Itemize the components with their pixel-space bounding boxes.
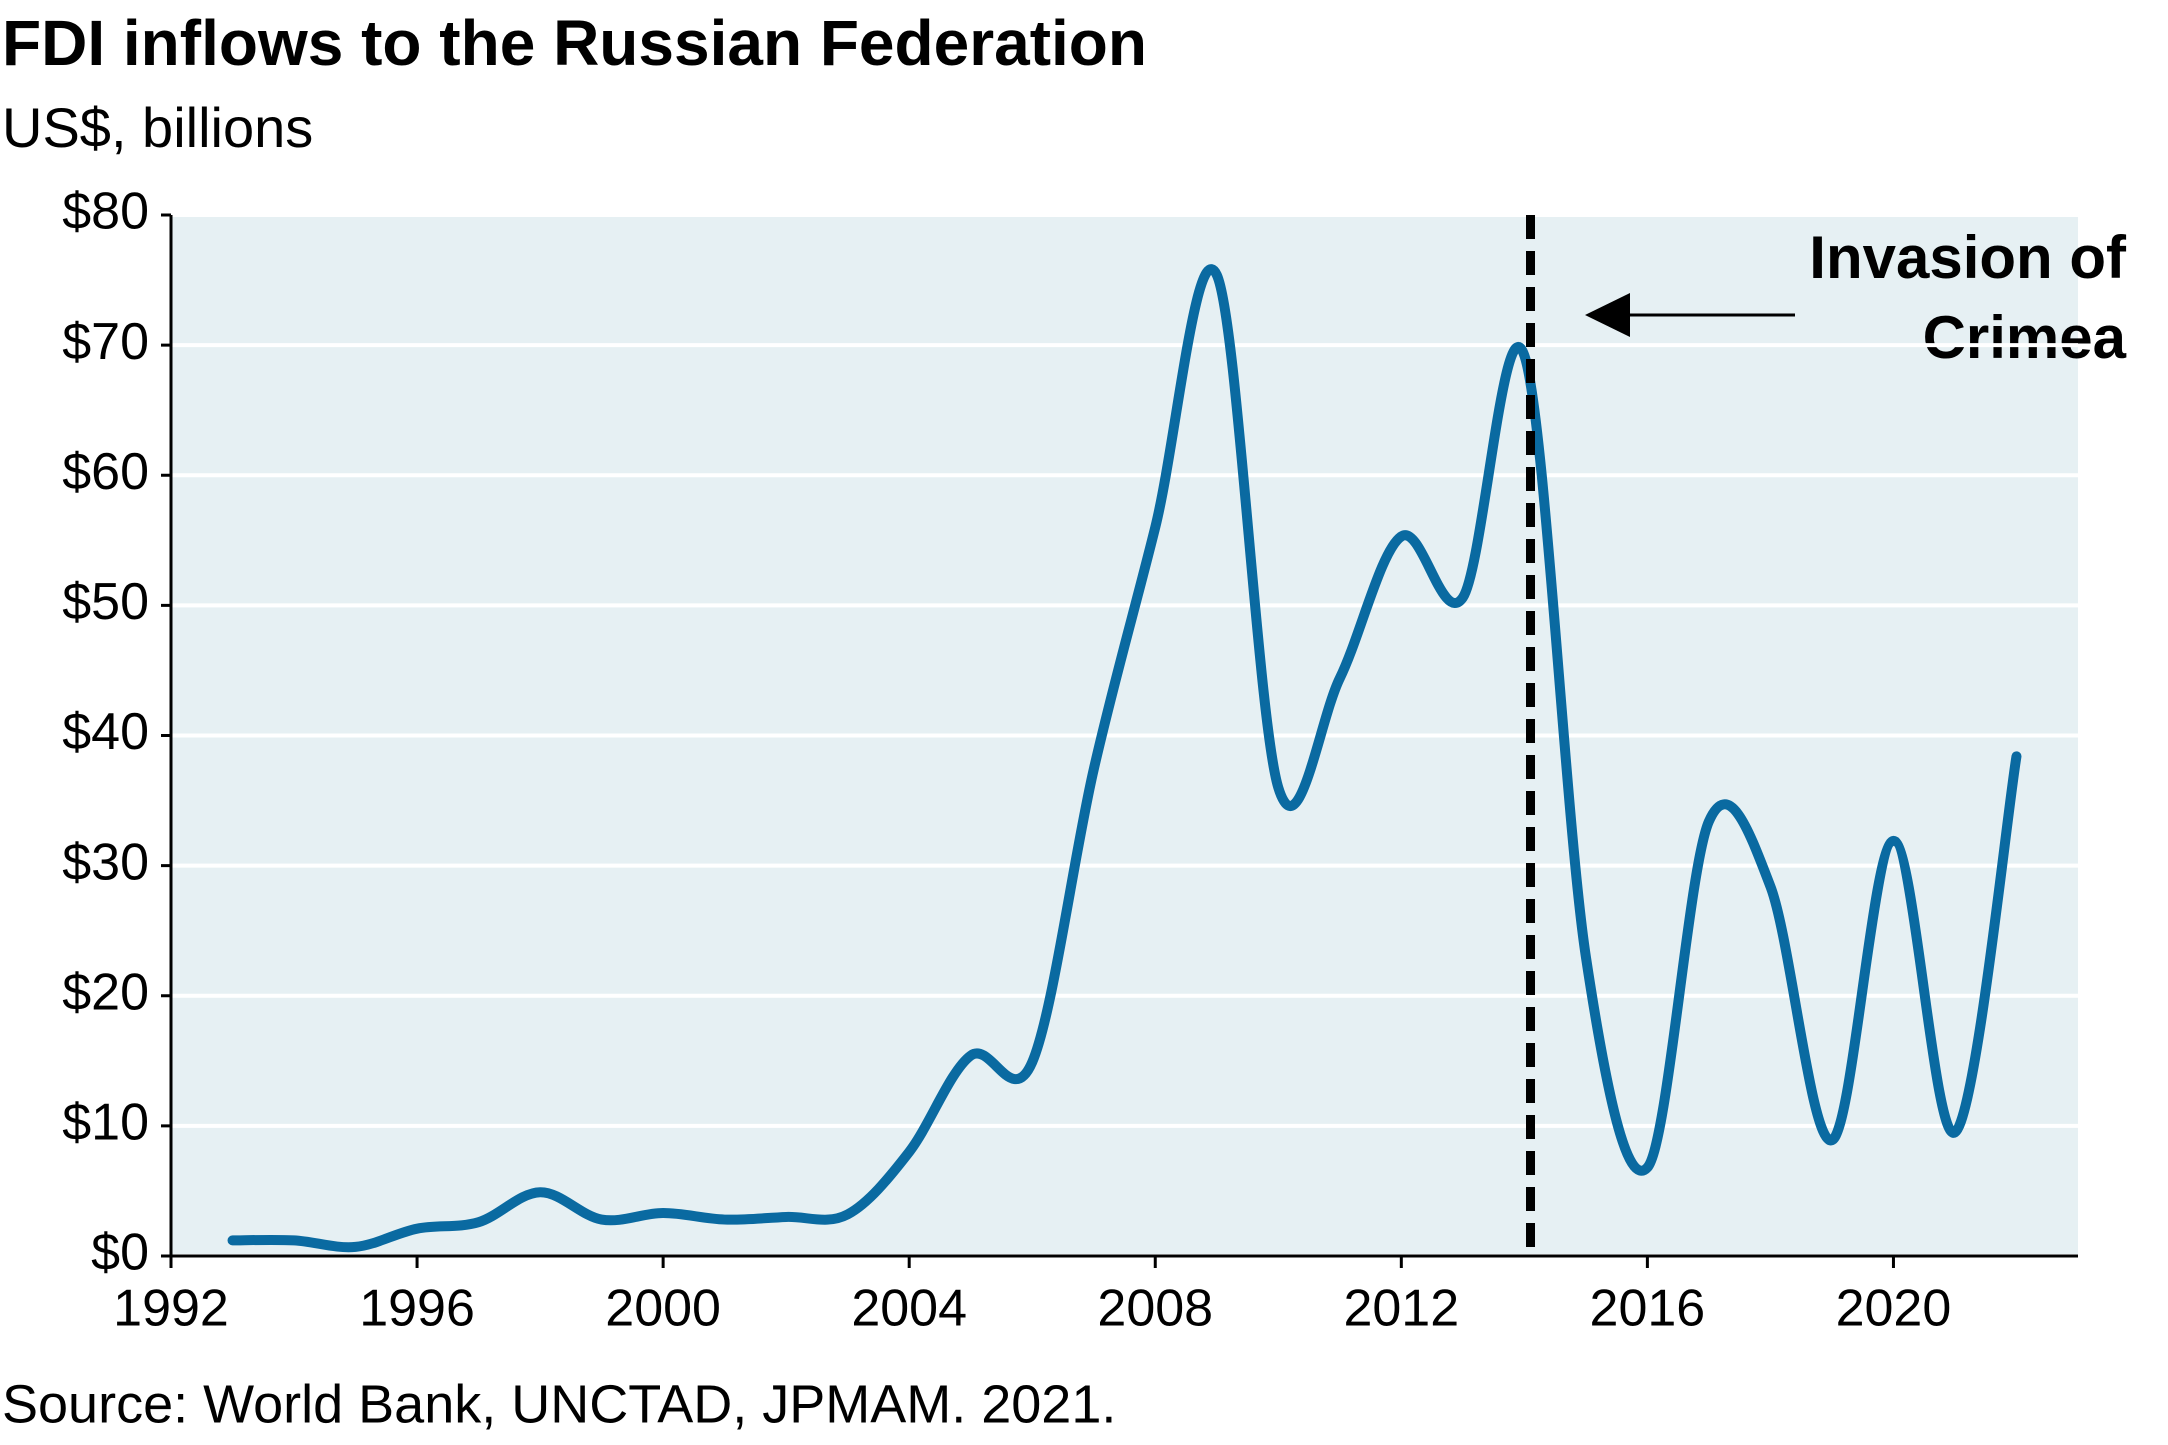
annotation-text: Invasion of: [1809, 224, 2127, 291]
x-tick-label: 2020: [1836, 1280, 1952, 1338]
annotation-arrowhead: [1585, 293, 1630, 337]
source-note: Source: World Bank, UNCTAD, JPMAM. 2021.: [2, 1374, 1116, 1434]
y-tick-label: $40: [62, 703, 149, 761]
y-tick-label: $20: [62, 963, 149, 1021]
x-tick-label: 1996: [359, 1280, 475, 1338]
y-tick-label: $0: [91, 1224, 149, 1282]
chart-subtitle: US$, billions: [2, 96, 313, 159]
x-tick-label: 2016: [1590, 1280, 1706, 1338]
y-tick-label: $50: [62, 573, 149, 631]
annotation-text: Crimea: [1923, 304, 2127, 371]
y-tick-label: $60: [62, 443, 149, 501]
y-tick-label: $70: [62, 313, 149, 371]
x-tick-label: 2012: [1343, 1280, 1459, 1338]
x-tick-label: 2000: [605, 1280, 721, 1338]
y-tick-label: $30: [62, 833, 149, 891]
x-tick-label: 2004: [851, 1280, 967, 1338]
x-tick-label: 2008: [1097, 1280, 1213, 1338]
chart-title: FDI inflows to the Russian Federation: [2, 7, 1147, 79]
y-tick-label: $10: [62, 1094, 149, 1152]
y-tick-label: $80: [62, 183, 149, 241]
data-line: [227, 264, 2022, 1253]
x-tick-label: 1992: [113, 1280, 229, 1338]
